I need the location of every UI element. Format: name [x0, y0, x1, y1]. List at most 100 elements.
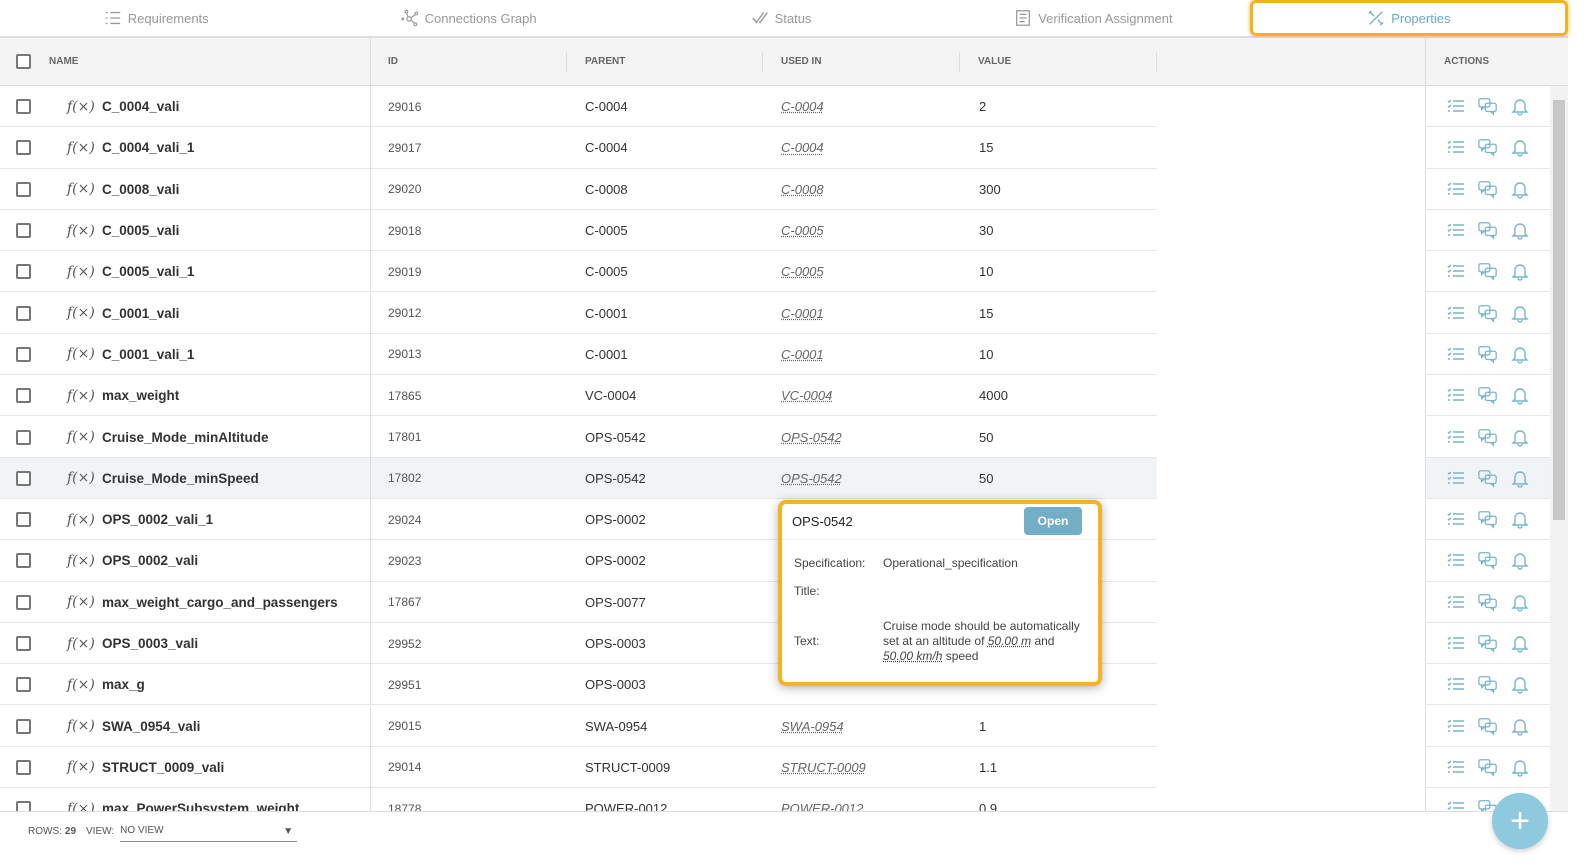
table-row[interactable]: f(×) max_g 29951 OPS-0003 — [0, 664, 1550, 706]
checklist-icon[interactable] — [1446, 509, 1466, 529]
checklist-icon[interactable] — [1446, 592, 1466, 612]
row-checkbox[interactable] — [16, 553, 31, 569]
bell-icon[interactable] — [1510, 592, 1530, 612]
tab-status[interactable]: Status — [625, 0, 937, 36]
table-row[interactable]: f(×) Cruise_Mode_minSpeed 17802 OPS-0542… — [0, 457, 1550, 499]
row-checkbox[interactable] — [16, 677, 31, 693]
used-in-link[interactable]: VC-0004 — [781, 388, 833, 404]
property-value[interactable]: 10 — [979, 346, 994, 362]
row-checkbox[interactable] — [16, 594, 31, 610]
used-in-link[interactable]: STRUCT-0009 — [781, 759, 866, 775]
checklist-icon[interactable] — [1446, 798, 1466, 811]
property-value[interactable]: 1 — [979, 718, 987, 734]
table-row[interactable]: f(×) STRUCT_0009_vali 29014 STRUCT-0009 … — [0, 746, 1550, 789]
table-row[interactable]: f(×) max_PowerSubsystem_weight 18778 POW… — [0, 788, 1550, 811]
checklist-icon[interactable] — [1446, 674, 1466, 694]
bell-icon[interactable] — [1510, 261, 1530, 282]
bell-icon[interactable] — [1510, 757, 1530, 777]
used-in-link[interactable]: C-0005 — [781, 223, 824, 239]
comments-icon[interactable] — [1478, 550, 1498, 571]
column-parent[interactable]: PARENT — [585, 56, 626, 67]
bell-icon[interactable] — [1510, 220, 1530, 240]
property-value[interactable]: 50 — [979, 470, 994, 486]
property-value[interactable]: 10 — [979, 264, 994, 280]
comments-icon[interactable] — [1478, 137, 1498, 158]
table-row[interactable]: f(×) OPS_0002_vali_1 29024 OPS-0002 — [0, 499, 1550, 541]
comments-icon[interactable] — [1478, 261, 1498, 282]
table-row[interactable]: f(×) C_0001_vali 29012 C-0001 C-0001 15 — [0, 292, 1550, 334]
bell-icon[interactable] — [1510, 468, 1530, 488]
row-checkbox[interactable] — [16, 346, 31, 362]
select-all-checkbox[interactable] — [16, 54, 31, 69]
column-id[interactable]: ID — [388, 56, 398, 67]
column-name[interactable]: NAME — [49, 56, 79, 67]
row-checkbox[interactable] — [16, 223, 31, 239]
scrollbar-thumb[interactable] — [1553, 100, 1565, 520]
table-row[interactable]: f(×) OPS_0002_vali 29023 OPS-0002 — [0, 540, 1550, 582]
open-button[interactable]: Open — [1024, 507, 1082, 535]
property-name[interactable]: max_PowerSubsystem_weight — [102, 801, 300, 811]
used-in-link[interactable]: C-0005 — [781, 264, 824, 280]
table-row[interactable]: f(×) max_weight 17865 VC-0004 VC-0004 40… — [0, 375, 1550, 417]
property-name[interactable]: Cruise_Mode_minSpeed — [102, 470, 259, 486]
property-name[interactable]: C_0004_vali — [102, 99, 180, 115]
comments-icon[interactable] — [1478, 303, 1498, 323]
property-name[interactable]: C_0005_vali — [102, 223, 180, 239]
property-name[interactable]: max_weight — [102, 388, 180, 404]
quantity-link[interactable]: 50.00 m — [987, 634, 1032, 648]
property-name[interactable]: C_0008_vali — [102, 181, 180, 197]
tab-connections-graph[interactable]: Connections Graph — [312, 0, 624, 36]
property-name[interactable]: C_0001_vali_1 — [102, 346, 195, 362]
property-value[interactable]: 1.1 — [979, 759, 998, 775]
table-row[interactable]: f(×) Cruise_Mode_minAltitude 17801 OPS-0… — [0, 416, 1550, 458]
row-checkbox[interactable] — [16, 429, 31, 445]
checklist-icon[interactable] — [1446, 427, 1466, 447]
property-name[interactable]: max_g — [102, 677, 145, 693]
column-used-in[interactable]: USED IN — [781, 56, 822, 67]
used-in-link[interactable]: C-0001 — [781, 346, 824, 362]
column-value[interactable]: VALUE — [978, 56, 1012, 67]
checklist-icon[interactable] — [1446, 468, 1466, 488]
comments-icon[interactable] — [1478, 96, 1498, 116]
row-checkbox[interactable] — [16, 759, 31, 775]
row-checkbox[interactable] — [16, 718, 31, 734]
property-value[interactable]: 300 — [979, 181, 1001, 197]
property-name[interactable]: C_0001_vali — [102, 305, 180, 321]
bell-icon[interactable] — [1510, 716, 1530, 736]
checklist-icon[interactable] — [1446, 757, 1466, 777]
bell-icon[interactable] — [1510, 509, 1530, 529]
bell-icon[interactable] — [1510, 303, 1530, 323]
checklist-icon[interactable] — [1446, 137, 1466, 157]
property-name[interactable]: C_0004_vali_1 — [102, 140, 195, 156]
bell-icon[interactable] — [1510, 550, 1530, 571]
comments-icon[interactable] — [1478, 674, 1498, 695]
property-name[interactable]: Cruise_Mode_minAltitude — [102, 429, 269, 445]
property-value[interactable]: 15 — [979, 305, 994, 321]
property-value[interactable]: 0.9 — [979, 801, 998, 811]
row-checkbox[interactable] — [16, 512, 31, 528]
comments-icon[interactable] — [1478, 344, 1498, 364]
tab-requirements[interactable]: Requirements — [0, 0, 312, 36]
checklist-icon[interactable] — [1446, 385, 1466, 405]
view-select[interactable]: NO VIEW ▼ — [120, 820, 298, 842]
comments-icon[interactable] — [1478, 633, 1498, 653]
row-checkbox[interactable] — [16, 264, 31, 280]
row-checkbox[interactable] — [16, 636, 31, 652]
comments-icon[interactable] — [1478, 468, 1498, 488]
row-checkbox[interactable] — [16, 470, 31, 486]
table-row[interactable]: f(×) max_weight_cargo_and_passengers 178… — [0, 581, 1550, 623]
bell-icon[interactable] — [1510, 137, 1530, 158]
comments-icon[interactable] — [1478, 385, 1498, 405]
property-value[interactable]: 50 — [979, 429, 994, 445]
table-row[interactable]: f(×) C_0004_vali 29016 C-0004 C-0004 2 — [0, 86, 1550, 128]
property-name[interactable]: STRUCT_0009_vali — [102, 759, 225, 775]
table-row[interactable]: f(×) C_0008_vali 29020 C-0008 C-0008 300 — [0, 168, 1550, 210]
bell-icon[interactable] — [1510, 344, 1530, 364]
property-name[interactable]: OPS_0002_vali — [102, 553, 199, 569]
quantity-link[interactable]: 50.00 km/h — [883, 649, 943, 663]
row-checkbox[interactable] — [16, 99, 31, 115]
used-in-link[interactable]: SWA-0954 — [781, 718, 844, 734]
comments-icon[interactable] — [1478, 716, 1498, 736]
table-row[interactable]: f(×) C_0001_vali_1 29013 C-0001 C-0001 1… — [0, 333, 1550, 376]
bell-icon[interactable] — [1510, 96, 1530, 116]
